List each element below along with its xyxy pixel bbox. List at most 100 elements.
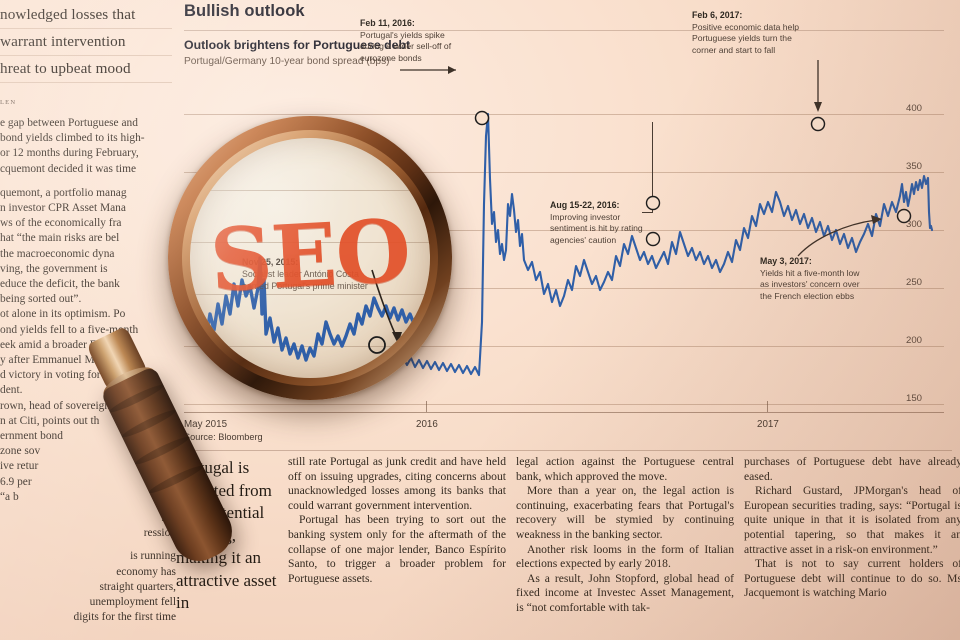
left-para: educe the deficit, the bank bbox=[0, 278, 120, 291]
left-byline: LEN bbox=[0, 99, 17, 106]
left-para: zone sov bbox=[0, 445, 41, 458]
x-axis-line bbox=[184, 412, 944, 413]
chart-kicker: Bullish outlook bbox=[184, 2, 305, 20]
chart-source: Source: Bloomberg bbox=[184, 432, 263, 442]
article-column-3: legal action against the Portuguese cent… bbox=[516, 455, 734, 616]
y-tick-label: 300 bbox=[906, 219, 923, 230]
annotation-feb-2017: Feb 6, 2017: Positive economic data help… bbox=[692, 10, 840, 56]
y-tick-label: 150 bbox=[906, 393, 923, 404]
annotation-line: the French election ebbs bbox=[760, 290, 855, 301]
article-paragraph: Portugal has been trying to sort out the… bbox=[288, 513, 506, 585]
annotation-date: Feb 6, 2017: bbox=[692, 10, 743, 20]
article-paragraph: legal action against the Portuguese cent… bbox=[516, 455, 734, 483]
annotation-line: as investors' concern over bbox=[760, 279, 860, 290]
left-para: straight quarters, bbox=[99, 580, 176, 593]
annotation-line: eurozone bonds bbox=[360, 52, 422, 63]
left-para: ond yields fell to a five-month bbox=[0, 323, 139, 336]
left-headline-line-3: hreat to upbeat mood bbox=[0, 56, 172, 83]
x-label-2016: 2016 bbox=[416, 419, 438, 430]
article-column-4: purchases of Portuguese debt have alread… bbox=[744, 455, 960, 601]
left-para: being sorted out”. bbox=[0, 293, 82, 306]
left-headline: nowledged losses that warrant interventi… bbox=[0, 2, 176, 83]
y-tick-label: 400 bbox=[906, 103, 923, 114]
annotation-line: during a wider sell-off of bbox=[360, 41, 452, 52]
x-tick-2017 bbox=[767, 401, 768, 412]
chart-top-rule bbox=[184, 30, 944, 31]
marker-feb-2017 bbox=[810, 116, 826, 132]
left-para: ot alone in its optimism. Po bbox=[0, 308, 126, 321]
annotation-leader-aug2016 bbox=[652, 122, 653, 212]
left-para: unemployment fell bbox=[89, 596, 176, 609]
left-para: bond yields climbed to its high- bbox=[0, 132, 145, 145]
annotation-line: sentiment is hit by rating bbox=[550, 223, 643, 234]
annotation-line: Positive economic data help bbox=[692, 22, 800, 33]
x-label-start: May 2015 bbox=[184, 419, 228, 430]
left-para: rown, head of sovereign d bbox=[0, 399, 119, 412]
annotation-line: Yields hit a five-month low bbox=[760, 268, 860, 279]
marker-aug-15-2016 bbox=[645, 231, 661, 247]
left-headline-line-1: nowledged losses that bbox=[0, 2, 172, 29]
left-para: “a b bbox=[0, 490, 19, 503]
annotation-leader-aug2016-h bbox=[642, 212, 653, 213]
annotation-feb-2016: Feb 11, 2016: Portugal's yields spike du… bbox=[360, 18, 480, 64]
left-para: eek amid a broader European bbox=[0, 338, 134, 351]
annotation-line: Portugal's yields spike bbox=[360, 30, 445, 41]
x-label-2017: 2017 bbox=[757, 419, 779, 430]
x-tick-2016 bbox=[426, 401, 427, 412]
annotation-date: May 3, 2017: bbox=[760, 256, 812, 266]
annotation-arrow-feb2017 bbox=[814, 60, 822, 112]
article-paragraph: That is not to say current holders of Po… bbox=[744, 557, 960, 600]
annotation-date: Feb 11, 2016: bbox=[360, 18, 415, 28]
y-tick-label: 250 bbox=[906, 277, 923, 288]
annotation-date: Aug 15-22, 2016: bbox=[550, 200, 620, 210]
annotation-arrow-feb2016 bbox=[400, 66, 456, 74]
article-paragraph: Another risk looms in the form of Italia… bbox=[516, 542, 734, 571]
left-para: the macroeconomic dyna bbox=[0, 247, 115, 260]
left-para: is running bbox=[130, 550, 176, 563]
left-para: ression bbox=[143, 527, 176, 540]
chart-subtitle: Portugal/Germany 10-year bond spread (bp… bbox=[184, 56, 390, 67]
annotation-aug-2016: Aug 15-22, 2016: Improving investor sent… bbox=[550, 200, 690, 246]
chart-title: Outlook brightens for Portuguese debt bbox=[184, 38, 411, 52]
marker-may-2017 bbox=[896, 208, 912, 224]
gridline-250 bbox=[184, 288, 944, 289]
annotation-line: corner and start to fall bbox=[692, 44, 776, 55]
left-para: hat “the main risks are bel bbox=[0, 232, 120, 245]
annotation-may-2017: May 3, 2017: Yields hit a five-month low… bbox=[760, 256, 910, 302]
article-paragraph: purchases of Portuguese debt have alread… bbox=[744, 455, 960, 483]
left-para: ving, the government is bbox=[0, 262, 108, 275]
gridline-400 bbox=[184, 114, 944, 115]
left-para: d victory in voting for France's bbox=[0, 369, 141, 382]
gridline-300 bbox=[184, 230, 944, 231]
left-para: ernment bond bbox=[0, 430, 63, 443]
spread-line-left bbox=[183, 319, 197, 333]
annotation-line: Improving investor bbox=[550, 212, 621, 223]
left-para: or 12 months during February, bbox=[0, 147, 139, 160]
left-headline-line-2: warrant intervention bbox=[0, 29, 172, 56]
gridline-200 bbox=[184, 346, 944, 347]
left-para: cquemont decided it was time bbox=[0, 162, 137, 175]
marker-aug-22-2016 bbox=[645, 195, 661, 211]
article-paragraph: As a result, John Stopford, global head … bbox=[516, 571, 734, 614]
gridline-350 bbox=[184, 172, 944, 173]
annotation-arrow-may2017 bbox=[797, 215, 882, 257]
left-newspaper-column: nowledged losses that warrant interventi… bbox=[0, 0, 176, 640]
chart-plot-area: 400 350 300 250 200 150 bbox=[183, 84, 944, 406]
pull-quote: Portugal is ‘isolated from any potential… bbox=[176, 458, 277, 612]
marker-feb-2016 bbox=[474, 110, 490, 126]
annotation-line: Portuguese yields turn the bbox=[692, 33, 792, 44]
left-para: see bbox=[161, 512, 176, 525]
article-paragraph: still rate Portugal as junk credit and h… bbox=[288, 455, 506, 512]
chart-panel: Bullish outlook Outlook brightens for Po… bbox=[176, 0, 960, 452]
left-para: y after Emmanuel Macron's bbox=[0, 354, 127, 367]
left-para: n investor CPR Asset Mana bbox=[0, 202, 126, 215]
article-paragraph: Richard Gustard, JPMorgan's head of Euro… bbox=[744, 484, 960, 556]
left-para: quemont, a portfolio manag bbox=[0, 186, 127, 199]
left-para: n at Citi, points out th bbox=[0, 414, 100, 427]
left-para: ive retur bbox=[0, 460, 39, 473]
gridline-150 bbox=[184, 404, 944, 405]
left-para: ws of the economically fra bbox=[0, 217, 122, 230]
left-para: economy has bbox=[116, 565, 176, 578]
annotation-line: agencies' caution bbox=[550, 234, 617, 245]
